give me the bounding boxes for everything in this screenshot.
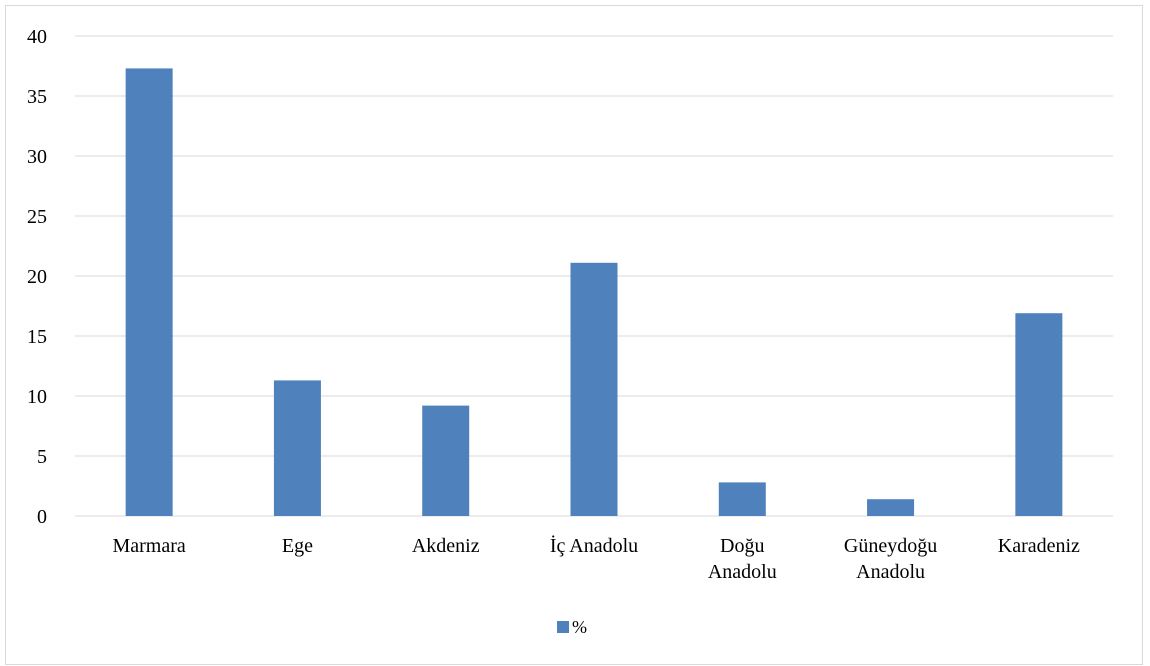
legend-label: %: [572, 617, 587, 637]
bar-doğu-anadolu: [718, 482, 766, 516]
y-tick-label: 10: [27, 386, 47, 408]
bar-akdeniz: [422, 405, 470, 516]
y-tick-label: 25: [27, 206, 47, 228]
x-tick-label: Marmara: [112, 535, 185, 557]
bar-i̇ç anadolu: [570, 262, 618, 516]
bar-ege: [273, 380, 321, 516]
bars: [125, 68, 1063, 517]
y-tick-label: 35: [27, 86, 47, 108]
y-tick-label: 5: [37, 446, 47, 468]
x-tick-label: Karadeniz: [998, 535, 1080, 557]
y-tick-label: 30: [27, 146, 47, 168]
legend: %: [557, 617, 587, 637]
bar-chart: 0 5 10 15 20 25 30 35 40 Marmara Ege Akdeniz İç Ana…: [27, 26, 1113, 637]
y-tick-label: 20: [27, 266, 47, 288]
x-tick-label: Doğu Anadolu: [708, 535, 777, 583]
y-axis-ticks: 0 5 10 15 20 25 30 35 40: [27, 26, 47, 528]
chart-frame: 0 5 10 15 20 25 30 35 40 Marmara Ege Akdeniz İç Ana…: [5, 5, 1143, 665]
bar-karadeniz: [1015, 313, 1063, 516]
x-axis-labels: Marmara Ege Akdeniz İç Anadolu Doğu Anadolu Gü…: [112, 534, 1080, 583]
x-tick-label: Ege: [282, 535, 313, 557]
legend-swatch: [557, 621, 569, 633]
x-tick-label: Güneydoğu Anadolu: [844, 535, 937, 583]
y-tick-label: 0: [37, 506, 47, 528]
bar-güneydoğu-anadolu: [867, 499, 915, 516]
x-tick-label: Akdeniz: [412, 535, 480, 557]
bar-marmara: [125, 68, 173, 517]
y-tick-label: 40: [27, 26, 47, 48]
x-tick-label: İç Anadolu: [550, 534, 638, 557]
y-tick-label: 15: [27, 326, 47, 348]
